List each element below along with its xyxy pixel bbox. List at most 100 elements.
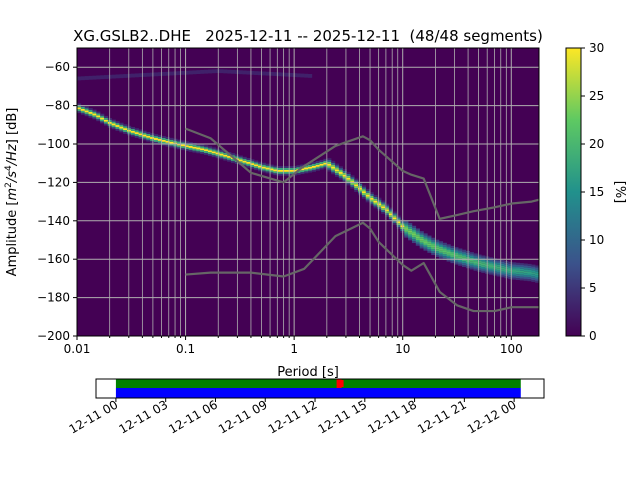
density-cell	[304, 171, 309, 174]
density-cell	[92, 115, 97, 118]
density-cell	[157, 72, 162, 77]
density-cell	[315, 164, 320, 167]
density-cell	[92, 109, 97, 112]
density-cell	[373, 206, 378, 209]
density-cell	[319, 161, 324, 164]
density-cell	[88, 108, 93, 111]
density-cell	[308, 164, 313, 167]
density-cell	[261, 164, 266, 167]
density-cell	[462, 255, 467, 258]
density-cell	[265, 71, 270, 76]
density-cell	[381, 200, 386, 203]
density-cell	[369, 203, 374, 206]
density-cell	[84, 108, 89, 111]
density-cell	[284, 173, 290, 176]
density-cell	[515, 276, 521, 279]
density-cell	[130, 130, 136, 133]
density-cell	[103, 117, 109, 120]
density-cell	[481, 257, 486, 260]
timeline-tick-label: 12-11 09	[216, 397, 270, 436]
density-cell	[535, 271, 539, 274]
density-cell	[365, 190, 370, 193]
density-cell	[103, 115, 109, 118]
density-cell	[365, 200, 370, 203]
density-cell	[219, 69, 224, 74]
density-cell	[531, 264, 536, 267]
density-cell	[184, 145, 189, 148]
density-cell	[334, 171, 340, 174]
density-cell	[473, 266, 478, 269]
density-cell	[385, 207, 390, 210]
density-cell	[496, 270, 501, 273]
density-cell	[177, 147, 182, 150]
density-cell	[419, 235, 424, 237]
density-cell	[300, 164, 305, 167]
density-cell	[165, 136, 170, 139]
density-cell	[458, 256, 463, 259]
density-cell	[77, 103, 82, 106]
y-axis-label: Amplitude [m2/s4/Hz] [dB]	[4, 108, 20, 277]
density-cell	[500, 275, 505, 278]
density-cell	[100, 119, 105, 122]
density-cell	[527, 271, 532, 274]
density-cell	[408, 236, 413, 239]
density-cell	[304, 165, 309, 168]
density-cell	[200, 148, 205, 151]
density-cell	[462, 251, 467, 254]
density-cell	[438, 254, 444, 257]
density-cell	[462, 265, 467, 267]
density-cell	[450, 251, 455, 254]
timeline-tick-label: 12-11 15	[316, 397, 370, 436]
density-cell	[134, 134, 139, 136]
density-cell	[488, 263, 494, 266]
density-cell	[304, 167, 309, 170]
density-cell	[408, 238, 413, 241]
density-cell	[492, 265, 497, 268]
density-cell	[169, 141, 174, 144]
density-cell	[523, 263, 528, 266]
density-cell	[523, 267, 528, 270]
density-cell	[265, 171, 270, 174]
density-cell	[200, 69, 205, 74]
density-cell	[308, 73, 313, 78]
density-cell	[304, 73, 309, 78]
density-cell	[119, 126, 124, 129]
density-cell	[446, 246, 451, 249]
density-cell	[315, 162, 320, 165]
density-cell	[388, 219, 393, 222]
density-cell	[396, 221, 401, 224]
density-cell	[512, 270, 517, 272]
density-cell	[385, 211, 390, 214]
density-cell	[146, 135, 151, 138]
density-cell	[238, 70, 243, 75]
density-cell	[438, 252, 444, 255]
density-cell	[180, 70, 186, 75]
density-cell	[196, 70, 201, 75]
density-cell	[473, 268, 478, 271]
density-cell	[358, 193, 363, 196]
density-cell	[200, 146, 205, 149]
density-cell	[223, 158, 228, 161]
density-cell	[442, 244, 447, 247]
density-cell	[257, 163, 263, 166]
density-cell	[369, 195, 374, 198]
density-cell	[500, 265, 505, 268]
density-cell	[454, 251, 459, 254]
density-cell	[354, 182, 359, 185]
density-cell	[392, 211, 397, 214]
density-cell	[115, 125, 120, 127]
density-cell	[331, 170, 336, 173]
density-cell	[354, 188, 359, 191]
density-cell	[361, 187, 367, 190]
density-cell	[115, 128, 120, 131]
density-cell	[288, 171, 293, 174]
density-cell	[346, 177, 351, 180]
density-cell	[88, 75, 93, 80]
density-cell	[431, 237, 436, 240]
density-cell	[358, 185, 363, 188]
density-cell	[458, 248, 463, 251]
density-cell	[88, 115, 93, 118]
density-cell	[508, 269, 513, 272]
density-cell	[462, 253, 467, 256]
density-cell	[273, 167, 278, 170]
